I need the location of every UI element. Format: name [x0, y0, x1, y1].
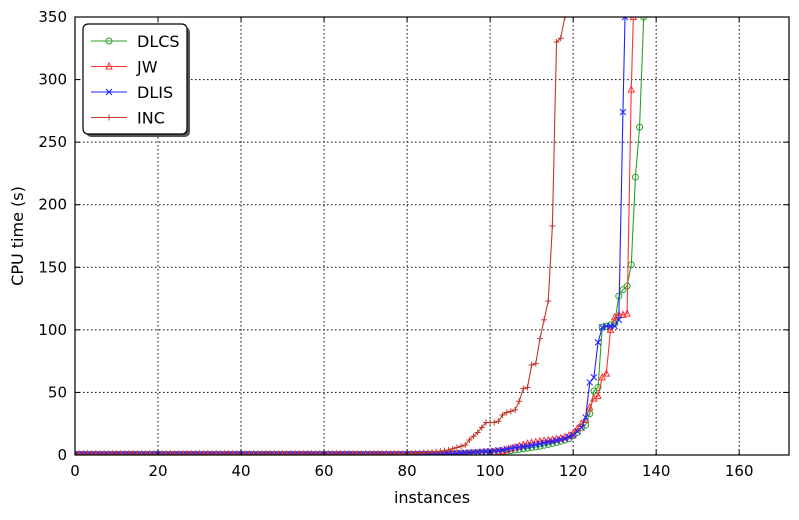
x-tick-label: 60	[315, 462, 334, 480]
legend-label-dlis: DLIS	[137, 83, 173, 102]
data-point-dlis	[578, 424, 585, 431]
data-point-inc	[545, 298, 552, 305]
data-point-dlcs	[631, 173, 639, 181]
x-tick-label: 0	[70, 462, 80, 480]
data-point-inc	[441, 447, 448, 454]
legend-marker-dlis	[105, 88, 113, 96]
data-point-dlis	[619, 108, 627, 116]
data-point-inc	[474, 429, 481, 436]
data-point-dlis	[611, 322, 619, 330]
data-point-inc	[491, 419, 498, 426]
data-point-inc	[437, 448, 444, 455]
legend-marker-jw	[105, 61, 113, 70]
data-point-dlis	[590, 374, 598, 381]
data-point-inc	[536, 335, 543, 342]
data-point-dlcs	[619, 286, 627, 294]
data-point-inc	[453, 444, 460, 451]
data-point-inc	[503, 409, 510, 416]
legend-label-inc: INC	[137, 109, 165, 128]
data-point-inc	[553, 39, 560, 46]
data-point-inc	[549, 222, 556, 229]
x-tick-label: 160	[725, 462, 754, 480]
data-point-inc	[470, 433, 477, 440]
legend-marker-inc	[106, 114, 112, 121]
data-point-inc	[466, 436, 473, 443]
data-point-inc	[516, 398, 523, 405]
plot-frame	[74, 16, 790, 456]
y-axis-label: CPU time (s)	[8, 186, 27, 286]
legend: DLCS JW DLIS INC	[82, 23, 190, 137]
legend-box	[82, 23, 188, 135]
data-point-inc	[557, 35, 564, 42]
y-tick-label: 0	[57, 446, 67, 464]
data-point-inc	[449, 445, 456, 452]
y-tick-label: 200	[38, 196, 67, 214]
data-point-jw	[494, 447, 503, 455]
data-point-inc	[462, 441, 469, 448]
data-point-inc	[507, 408, 514, 415]
data-point-jw	[623, 308, 631, 317]
x-tick-label: 140	[642, 462, 671, 480]
data-point-jw	[482, 448, 490, 455]
series-layer	[75, 17, 648, 455]
data-point-inc	[532, 360, 539, 367]
data-point-jw	[602, 369, 611, 377]
axes: 0 20 40 60 80 100 120 140 160 0 50 100 150 200 250 300 3…	[38, 8, 789, 480]
y-tick-label: 250	[38, 133, 67, 151]
data-point-dlcs	[586, 410, 594, 418]
data-point-dlis	[621, 17, 629, 21]
data-point-jw	[585, 402, 594, 411]
data-point-inc	[478, 424, 485, 431]
data-point-jw	[470, 448, 477, 455]
data-point-dlcs	[636, 123, 644, 131]
data-point-dlis	[561, 435, 569, 443]
y-tick-label: 300	[38, 71, 67, 89]
y-tick-label: 50	[48, 383, 67, 401]
data-point-inc	[499, 411, 506, 418]
data-point-dlis	[594, 339, 602, 346]
data-point-jw	[627, 84, 636, 93]
data-point-jw	[478, 448, 486, 455]
data-point-jw	[594, 391, 602, 400]
data-point-jw	[629, 17, 638, 20]
y-tick-label: 350	[38, 8, 67, 26]
data-point-dlis	[615, 316, 623, 324]
x-tick-label: 20	[148, 462, 167, 480]
data-point-jw	[466, 449, 473, 455]
x-tick-label: 80	[398, 462, 417, 480]
grid	[75, 17, 789, 455]
data-point-inc	[561, 17, 568, 20]
data-point-inc	[512, 406, 519, 413]
data-point-dlis	[565, 433, 573, 441]
data-point-inc	[445, 446, 452, 453]
y-tick-label: 150	[38, 258, 67, 276]
legend-label-jw: JW	[136, 58, 158, 77]
data-point-jw	[598, 372, 607, 381]
data-point-inc	[520, 385, 527, 392]
legend-marker-dlcs	[105, 37, 113, 45]
data-point-inc	[495, 418, 502, 425]
y-tick-label: 100	[38, 321, 67, 339]
x-tick-label: 40	[231, 462, 250, 480]
data-point-inc	[458, 443, 465, 450]
x-tick-label: 120	[559, 462, 588, 480]
legend-label-dlcs: DLCS	[137, 32, 180, 51]
data-point-dlis	[598, 324, 606, 331]
data-point-jw	[474, 448, 481, 455]
series-inc	[75, 17, 568, 455]
data-point-inc	[541, 316, 548, 323]
data-point-dlcs	[594, 383, 602, 391]
data-point-dlis	[586, 379, 594, 386]
x-axis-label: instances	[394, 488, 470, 507]
data-point-dlcs	[640, 17, 648, 21]
data-point-inc	[524, 384, 531, 391]
data-point-inc	[528, 361, 535, 368]
x-tick-label: 100	[476, 462, 505, 480]
data-point-dlis	[582, 414, 589, 421]
